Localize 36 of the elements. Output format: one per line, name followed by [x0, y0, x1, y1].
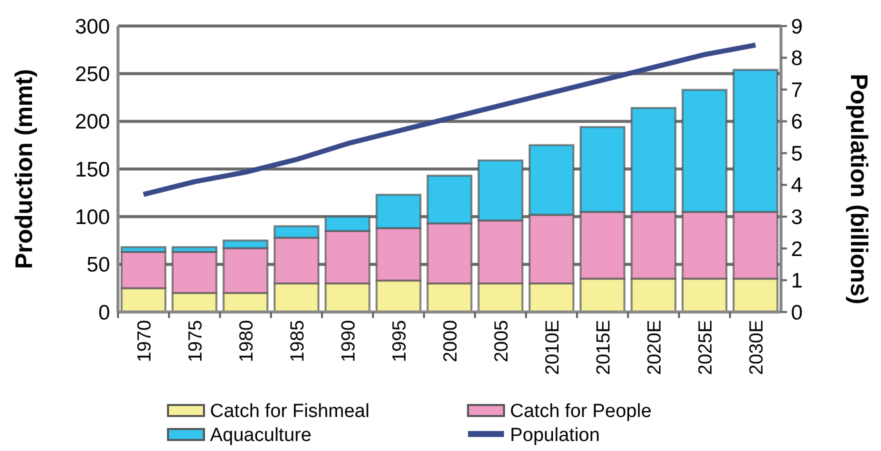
- y-tick-label: 250: [74, 63, 110, 86]
- x-tick-label: 2015E: [594, 320, 614, 375]
- y2-tick-label: 4: [791, 174, 803, 198]
- y2-tick-label: 9: [791, 15, 803, 38]
- legend-label: Aquaculture: [210, 425, 312, 446]
- x-tick-label: 2020E: [644, 320, 666, 375]
- x-tick-label: 2000: [440, 320, 462, 362]
- x-tick-label: 1985: [288, 320, 308, 362]
- y-tick-label: 300: [74, 15, 110, 38]
- legend-label: Catch for Fishmeal: [210, 401, 370, 422]
- y2-tick-label: 1: [791, 270, 803, 293]
- y2-tick-label: 3: [791, 206, 803, 230]
- x-tick-label: 1975: [186, 320, 206, 362]
- y-tick-label: 0: [98, 301, 110, 324]
- legend-label: Catch for People: [510, 401, 652, 422]
- y2-tick-label: 5: [791, 142, 803, 166]
- y-tick-label: 200: [74, 110, 110, 134]
- x-tick-label: 2030E: [746, 320, 768, 375]
- x-tick-label: 2025E: [696, 320, 716, 375]
- y2-tick-label: 2: [791, 238, 803, 261]
- x-tick-label: 2005: [492, 320, 512, 362]
- legend-label: Population: [510, 425, 600, 446]
- x-tick-label: 1990: [338, 320, 360, 362]
- y-axis-title: Production (mmt): [11, 69, 38, 269]
- y2-axis-title: Population (billions): [845, 74, 872, 304]
- y2-tick-label: 0: [791, 301, 803, 324]
- x-tick-label: 1995: [390, 320, 410, 362]
- y-tick-label: 100: [74, 206, 110, 230]
- y2-tick-label: 6: [791, 110, 803, 134]
- y-tick-label: 150: [74, 158, 110, 182]
- y2-tick-label: 8: [791, 47, 803, 70]
- x-tick-label: 1980: [236, 320, 258, 362]
- x-tick-label: 2010E: [542, 320, 564, 375]
- x-tick-label: 1970: [134, 320, 156, 362]
- y2-tick-label: 7: [791, 78, 803, 102]
- y-tick-label: 50: [86, 254, 110, 277]
